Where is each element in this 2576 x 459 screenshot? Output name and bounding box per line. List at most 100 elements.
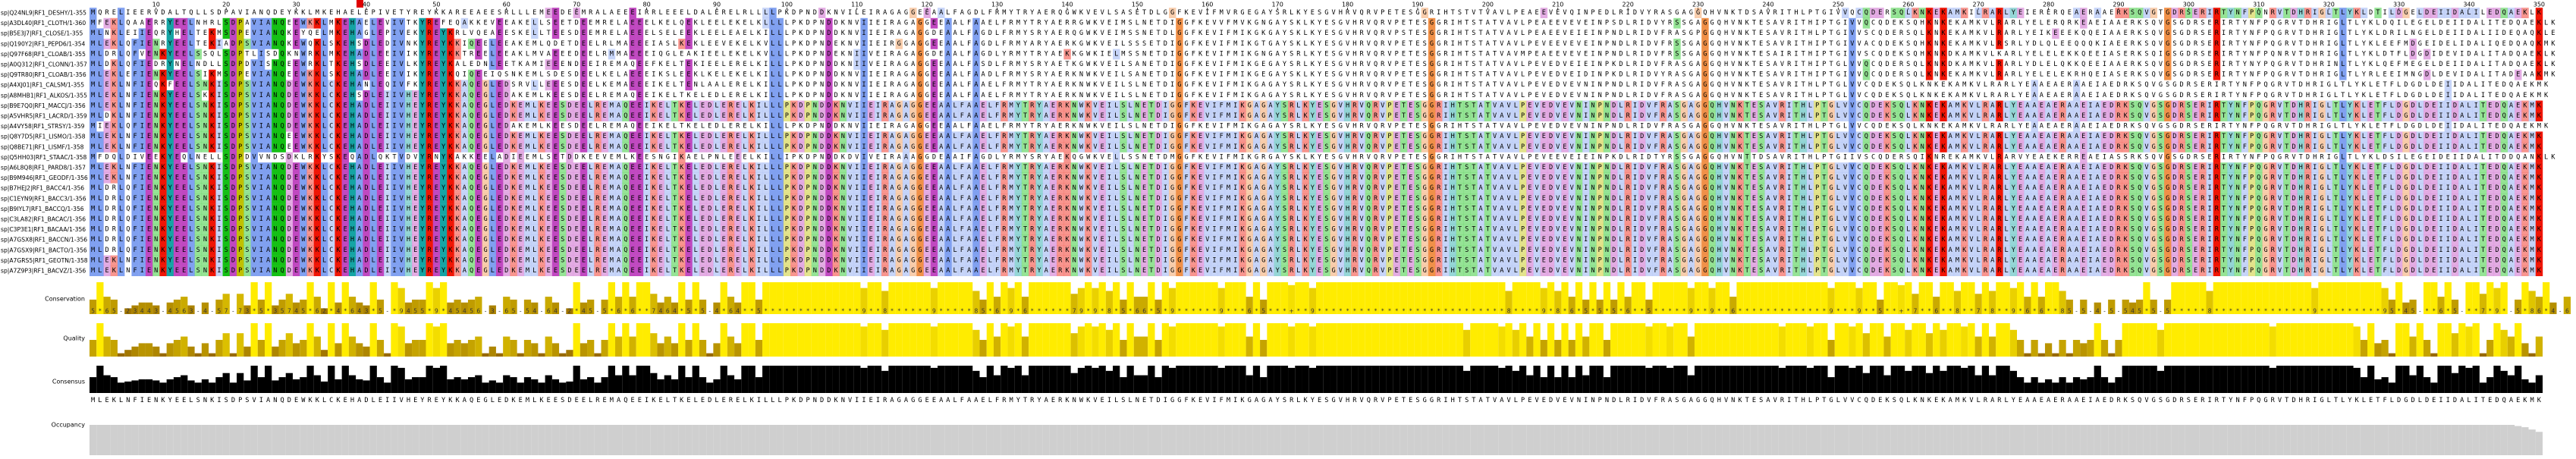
residue: L	[1304, 30, 1308, 37]
sequence-name[interactable]: sp|A3DL40|RF1_CLOTH/1-360	[1, 20, 86, 27]
residue: Q	[2516, 20, 2520, 27]
residue: I	[2460, 40, 2464, 48]
residue: H	[1451, 102, 1455, 109]
sequence-name[interactable]: sp|Q190Y2|RF1_PEPD6/1-354	[1, 40, 86, 47]
residue: R	[2131, 20, 2135, 27]
residue: I	[1794, 81, 1798, 89]
residue: R	[1668, 30, 1673, 37]
residue: K	[448, 61, 453, 68]
residue: D	[231, 20, 235, 27]
residue: E	[147, 92, 151, 99]
residue: L	[771, 61, 774, 68]
sequence-name[interactable]: sp|B9E7Q0|RF1_MACCJ/1-356	[1, 102, 86, 109]
residue: A	[2523, 61, 2527, 68]
residue: A	[1507, 50, 1512, 58]
residue: L	[995, 40, 999, 48]
residue: V	[1563, 50, 1566, 58]
residue: R	[1626, 102, 1631, 109]
residue: E	[1878, 9, 1882, 17]
residue: L	[1619, 102, 1623, 109]
residue: P	[2257, 92, 2260, 99]
residue: Y	[441, 30, 446, 37]
residue: S	[567, 30, 571, 37]
residue: R	[1009, 81, 1013, 89]
residue: L	[1808, 102, 1812, 109]
residue: E	[2068, 30, 2072, 37]
residue: R	[1444, 92, 1448, 99]
residue: Y	[1023, 92, 1028, 99]
residue: E	[1941, 92, 1945, 99]
residue: Y	[2355, 92, 2360, 99]
residue: G	[1268, 92, 1272, 99]
residue: T	[1479, 9, 1483, 17]
residue: S	[225, 71, 228, 79]
residue: R	[1009, 30, 1013, 37]
residue: G	[1240, 9, 1244, 17]
residue: I	[2453, 81, 2457, 89]
residue: V	[1514, 81, 1518, 89]
residue: P	[225, 9, 228, 17]
residue: P	[813, 50, 817, 58]
residue: E	[2047, 20, 2050, 27]
residue: M	[1016, 40, 1020, 48]
residue: Y	[1304, 9, 1308, 17]
sequence-name[interactable]: sp|Q97F68|RF1_CLOAB/1-355	[1, 51, 86, 58]
residue: S	[1752, 9, 1756, 17]
residue: Q	[470, 40, 473, 48]
residue: L	[372, 20, 375, 27]
residue: R	[1990, 81, 1995, 89]
residue: S	[1129, 30, 1132, 37]
residue: N	[511, 71, 515, 79]
residue: S	[1766, 92, 1770, 99]
residue: V	[869, 61, 873, 68]
residue: K	[2369, 30, 2373, 37]
residue: H	[1808, 81, 1812, 89]
sequence-name[interactable]: sp|Q9TR80|RF1_CLOAB/1-356	[1, 71, 86, 78]
residue: D	[1556, 71, 1560, 79]
residue: T	[182, 9, 186, 17]
residue: K	[456, 102, 460, 109]
residue: T	[2229, 92, 2232, 99]
residue: R	[603, 61, 608, 68]
residue: I	[1114, 30, 1118, 37]
residue: E	[2096, 30, 2100, 37]
residue: E	[1556, 30, 1560, 37]
residue: V	[253, 71, 256, 79]
residue: P	[238, 71, 242, 79]
residue: K	[1927, 40, 1932, 48]
sequence-name[interactable]: sp|B5E3J7|RF1_CLOSE/1-355	[1, 30, 83, 37]
residue: G	[1177, 112, 1181, 120]
residue: V	[2292, 50, 2295, 58]
sequence-name[interactable]: sp|A8MHB1|RF1_ALKOS/1-355	[1, 92, 87, 99]
residue: T	[1395, 9, 1399, 17]
residue: L	[1514, 112, 1518, 120]
sequence-name[interactable]: sp|A4XJ01|RF1_CALSM/1-355	[1, 82, 84, 89]
sequence-name[interactable]: sp|A0Q312|RF1_CLONN/1-357	[1, 61, 87, 68]
residue: E	[294, 30, 298, 37]
residue: E	[561, 71, 564, 79]
residue: G	[2411, 81, 2414, 89]
residue: E	[2425, 40, 2429, 48]
residue: E	[1107, 50, 1111, 58]
residue: L	[372, 61, 375, 68]
residue: M	[91, 30, 95, 37]
residue: P	[1395, 61, 1399, 68]
residue: E	[519, 112, 523, 120]
residue: T	[2495, 71, 2499, 79]
residue: E	[610, 61, 614, 68]
sequence-name[interactable]: sp|A5VHR5|RF1_LACRD/1-359	[1, 113, 87, 120]
residue: A	[2523, 71, 2527, 79]
residue: R	[1290, 112, 1294, 120]
residue: F	[133, 50, 137, 58]
residue: L	[2348, 81, 2351, 89]
residue: F	[1192, 20, 1195, 27]
residue: R	[2194, 61, 2198, 68]
residue: E	[294, 92, 298, 99]
residue: I	[392, 61, 396, 68]
residue: L	[2404, 30, 2408, 37]
residue: P	[799, 9, 803, 17]
residue: S	[1129, 71, 1132, 79]
residue: R	[2131, 50, 2135, 58]
residue: A	[1949, 102, 1953, 109]
sequence-name[interactable]: sp|Q24NL9|RF1_DESHY/1-355	[1, 10, 86, 17]
